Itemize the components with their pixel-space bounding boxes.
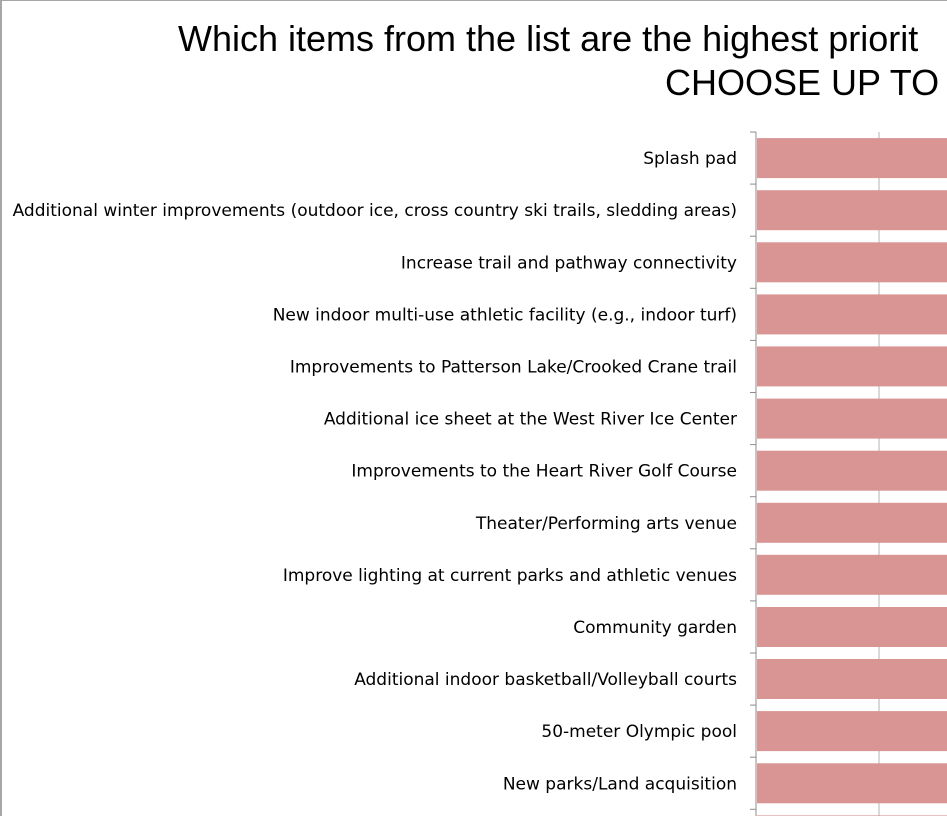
bar-1: [757, 138, 947, 179]
category-label-5: Improvements to Patterson Lake/Crooked C…: [290, 357, 737, 377]
bar-4: [757, 294, 947, 335]
category-label-6: Additional ice sheet at the West River I…: [324, 410, 737, 430]
category-label-12: 50-meter Olympic pool: [541, 722, 737, 742]
category-label-10: Community garden: [573, 618, 737, 638]
bar-10: [757, 607, 947, 647]
bar-6: [757, 398, 947, 439]
bar-11: [757, 659, 947, 699]
bar-7: [757, 450, 947, 491]
category-label-3: Increase trail and pathway connectivity: [401, 253, 737, 273]
category-label-2: Additional winter improvements (outdoor …: [13, 201, 737, 221]
bar-3: [757, 242, 947, 283]
chart-title: Which items from the list are the highes…: [178, 18, 919, 59]
bar-8: [757, 502, 947, 543]
category-label-7: Improvements to the Heart River Golf Cou…: [351, 462, 737, 482]
bar-9: [757, 554, 947, 595]
bar-12: [757, 711, 947, 752]
chart-subtitle: CHOOSE UP TO: [665, 62, 940, 103]
bar-13: [757, 763, 947, 804]
category-label-4: New indoor multi-use athletic facility (…: [273, 305, 737, 325]
category-label-13: New parks/Land acquisition: [503, 774, 737, 794]
bar-5: [757, 346, 947, 387]
bar-2: [757, 190, 947, 231]
category-label-8: Theater/Performing arts venue: [475, 514, 737, 534]
category-label-11: Additional indoor basketball/Volleyball …: [354, 670, 737, 690]
category-label-9: Improve lighting at current parks and at…: [283, 566, 737, 586]
category-label-1: Splash pad: [643, 149, 737, 169]
